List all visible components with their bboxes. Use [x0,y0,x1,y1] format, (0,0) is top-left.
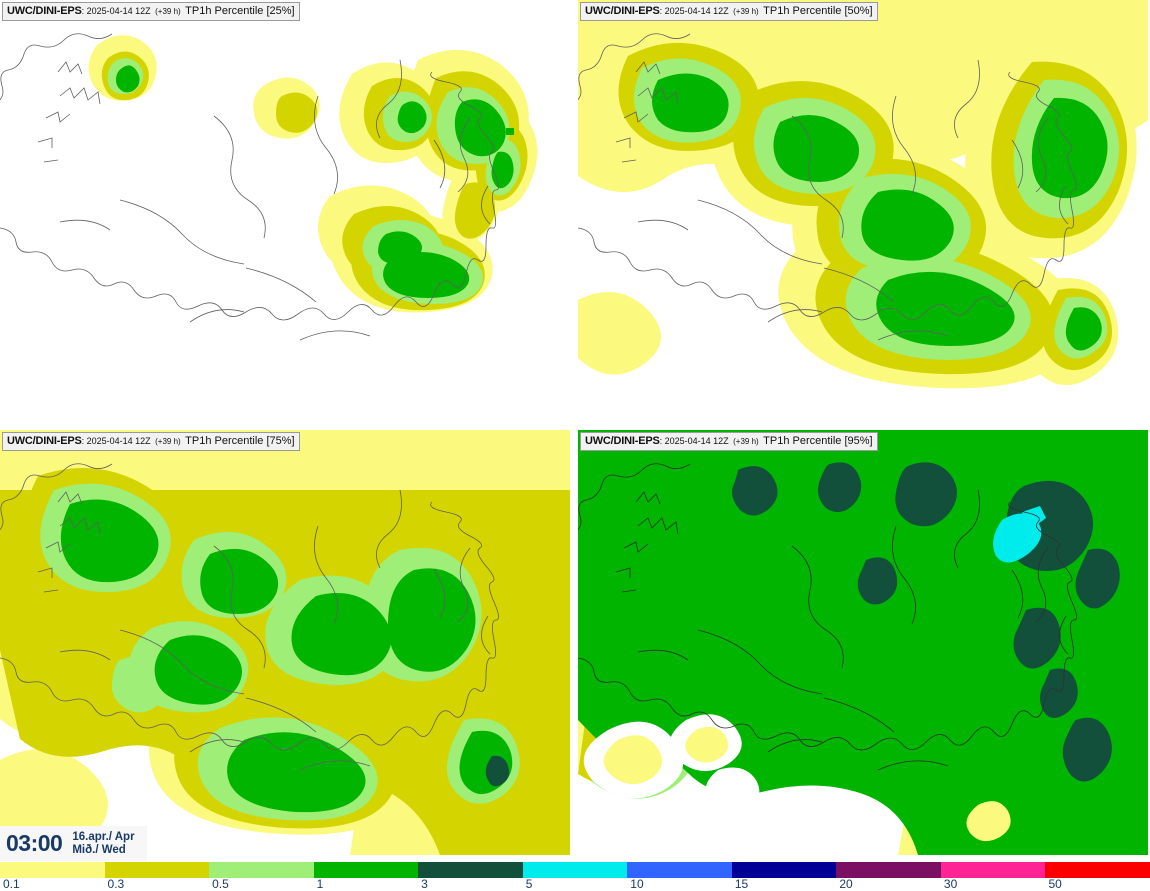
parameter-label: TP1h Percentile [50%] [763,5,873,17]
map-panel-p75[interactable]: UWC/DINI-EPS: 2025-04-14 12Z (+39 h) TP1… [0,430,570,855]
run-label: : 2025-04-14 12Z [659,6,729,16]
precip-band-1-3 [652,73,1108,351]
panel-header-p25: UWC/DINI-EPS: 2025-04-14 12Z (+39 h) TP1… [2,2,300,21]
precip-band-3-5 [485,755,510,787]
model-label: UWC/DINI-EPS [7,5,82,17]
colorbar-tick-5: 5 [525,877,533,891]
valid-date: 16.apr./ Apr [72,830,135,843]
panel-header-p95: UWC/DINI-EPS: 2025-04-14 12Z (+39 h) TP1… [580,432,878,451]
colorbar-band-light-yellow [0,862,105,878]
colorbar-tick-20: 20 [839,877,853,891]
parameter-label: TP1h Percentile [75%] [185,435,295,447]
colorbar-tick-3: 3 [421,877,428,891]
coastline [0,463,499,771]
model-label: UWC/DINI-EPS [585,5,660,17]
map-panel-p50[interactable]: UWC/DINI-EPS: 2025-04-14 12Z (+39 h) TP1… [578,0,1148,425]
colorbar-band-purple [836,862,941,878]
colorbar-band-blue [627,862,732,878]
precip-map-p75 [0,430,570,855]
colorbar-tick-30: 30 [943,877,958,891]
colorbar-tick-0.5: 0.5 [212,877,229,891]
colorbar-tick-10: 10 [630,877,644,891]
precip-map-p95 [578,430,1148,855]
valid-time: 03:00 [6,830,63,856]
panel-header-p50: UWC/DINI-EPS: 2025-04-14 12Z (+39 h) TP1… [580,2,878,21]
colorbar-band-magenta [940,862,1046,878]
precip-map-p50 [578,0,1148,425]
run-label: : 2025-04-14 12Z [81,6,151,16]
run-label: : 2025-04-14 12Z [659,436,729,446]
coastline [578,463,1077,771]
precip-band-1-3 [60,499,513,813]
colorbar-tick-15: 15 [734,877,749,891]
colorbar-band-green [313,862,419,878]
colorbar-band-navy [731,862,837,878]
coastline [0,33,499,341]
colorbar-tick-50: 50 [1048,877,1062,891]
map-panel-grid: UWC/DINI-EPS: 2025-04-14 12Z (+39 h) TP1… [0,0,1148,855]
colorbar-tick-0.1: 0.1 [3,877,20,891]
map-panel-p25[interactable]: UWC/DINI-EPS: 2025-04-14 12Z (+39 h) TP1… [0,0,570,425]
valid-weekday: Mið./ Wed [72,843,126,856]
colorbar-band-cyan [522,862,628,878]
parameter-label: TP1h Percentile [25%] [185,5,295,17]
map-panel-p95[interactable]: UWC/DINI-EPS: 2025-04-14 12Z (+39 h) TP1… [578,430,1148,855]
run-label: : 2025-04-14 12Z [81,436,151,446]
lead-time-label: (+39 h) [733,437,759,446]
lead-time-label: (+39 h) [155,437,181,446]
colorbar-band-olive-yellow [104,862,210,878]
precip-map-p25 [0,0,570,425]
panel-header-p75: UWC/DINI-EPS: 2025-04-14 12Z (+39 h) TP1… [2,432,300,451]
colorbar-tick-labels: 0.1 0.3 0.5 1 3 5 10 15 20 30 50 [0,878,1150,891]
valid-time-stamp: 03:00 16.apr./ Apr Mið./ Wed [0,826,147,861]
model-label: UWC/DINI-EPS [585,435,660,447]
colorbar-tick-1: 1 [316,877,324,891]
valid-date-block: 16.apr./ Apr Mið./ Wed [72,831,134,857]
precip-band-5-10 [993,506,1046,563]
model-label: UWC/DINI-EPS [7,435,82,447]
lead-time-label: (+39 h) [155,7,181,16]
colorbar-band-dark-green [418,862,523,878]
colorbar-band-light-green [209,862,314,878]
colorbar-tick-0.3: 0.3 [107,877,125,891]
lead-time-label: (+39 h) [733,7,759,16]
precip-band-3-5 [732,462,1120,782]
colorbar-band-red [1045,862,1150,878]
colorbar[interactable] [0,862,1150,878]
coastline [578,33,1077,341]
precip-patch-lowland [603,726,1011,842]
parameter-label: TP1h Percentile [95%] [763,435,873,447]
